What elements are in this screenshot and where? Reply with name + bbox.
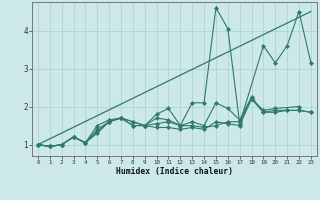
- X-axis label: Humidex (Indice chaleur): Humidex (Indice chaleur): [116, 167, 233, 176]
